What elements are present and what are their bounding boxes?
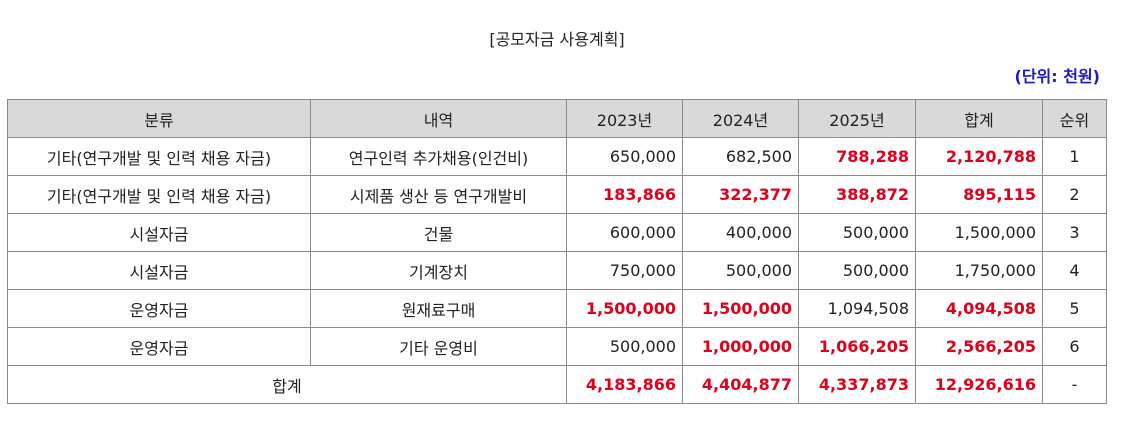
table-row: 기타(연구개발 및 인력 채용 자금) 연구인력 추가채용(인건비) 650,0… <box>7 137 1107 176</box>
total-cell: 895,115 <box>915 175 1043 214</box>
value-2023-cell: 183,866 <box>566 175 683 214</box>
total-2024-cell: 4,404,877 <box>682 365 799 404</box>
detail-cell: 기계장치 <box>310 251 567 290</box>
table-row: 운영자금 원재료구매 1,500,000 1,500,000 1,094,508… <box>7 289 1107 328</box>
rank-cell: 5 <box>1042 289 1107 328</box>
category-cell: 기타(연구개발 및 인력 채용 자금) <box>7 175 311 214</box>
detail-cell: 연구인력 추가채용(인건비) <box>310 137 567 176</box>
rank-cell: 6 <box>1042 327 1107 366</box>
category-cell: 시설자금 <box>7 213 311 252</box>
value-2023-cell: 600,000 <box>566 213 683 252</box>
value-2025-cell: 1,094,508 <box>798 289 916 328</box>
total-cell: 2,120,788 <box>915 137 1043 176</box>
value-2025-cell: 500,000 <box>798 251 916 290</box>
header-2025: 2025년 <box>798 99 916 138</box>
table-title: [공모자금 사용계획] <box>489 30 625 49</box>
rank-cell: 2 <box>1042 175 1107 214</box>
value-2023-cell: 750,000 <box>566 251 683 290</box>
detail-cell: 시제품 생산 등 연구개발비 <box>310 175 567 214</box>
table-row: 운영자금 기타 운영비 500,000 1,000,000 1,066,205 … <box>7 327 1107 366</box>
value-2025-cell: 788,288 <box>798 137 916 176</box>
detail-cell: 원재료구매 <box>310 289 567 328</box>
value-2024-cell: 682,500 <box>682 137 799 176</box>
total-cell: 1,500,000 <box>915 213 1043 252</box>
category-cell: 운영자금 <box>7 289 311 328</box>
value-2025-cell: 388,872 <box>798 175 916 214</box>
value-2024-cell: 1,500,000 <box>682 289 799 328</box>
value-2023-cell: 500,000 <box>566 327 683 366</box>
header-total: 합계 <box>915 99 1043 138</box>
totals-rank-cell: - <box>1042 365 1107 404</box>
header-rank: 순위 <box>1042 99 1107 138</box>
value-2024-cell: 400,000 <box>682 213 799 252</box>
value-2024-cell: 1,000,000 <box>682 327 799 366</box>
total-cell: 1,750,000 <box>915 251 1043 290</box>
table-row: 시설자금 건물 600,000 400,000 500,000 1,500,00… <box>7 213 1107 252</box>
header-2024: 2024년 <box>682 99 799 138</box>
value-2024-cell: 322,377 <box>682 175 799 214</box>
total-2023-cell: 4,183,866 <box>566 365 683 404</box>
total-2025-cell: 4,337,873 <box>798 365 916 404</box>
grand-total-cell: 12,926,616 <box>915 365 1043 404</box>
category-cell: 기타(연구개발 및 인력 채용 자금) <box>7 137 311 176</box>
unit-label: (단위: 천원) <box>1014 67 1100 86</box>
totals-row: 합계 4,183,866 4,404,877 4,337,873 12,926,… <box>7 365 1107 404</box>
rank-cell: 3 <box>1042 213 1107 252</box>
rank-cell: 1 <box>1042 137 1107 176</box>
total-cell: 4,094,508 <box>915 289 1043 328</box>
table-row: 시설자금 기계장치 750,000 500,000 500,000 1,750,… <box>7 251 1107 290</box>
header-category: 분류 <box>7 99 311 138</box>
table-row: 기타(연구개발 및 인력 채용 자금) 시제품 생산 등 연구개발비 183,8… <box>7 175 1107 214</box>
detail-cell: 기타 운영비 <box>310 327 567 366</box>
category-cell: 운영자금 <box>7 327 311 366</box>
total-cell: 2,566,205 <box>915 327 1043 366</box>
detail-cell: 건물 <box>310 213 567 252</box>
header-2023: 2023년 <box>566 99 683 138</box>
fund-usage-table: 분류 내역 2023년 2024년 2025년 합계 순위 기타(연구개발 및 … <box>7 99 1107 404</box>
header-detail: 내역 <box>310 99 567 138</box>
header-row: 분류 내역 2023년 2024년 2025년 합계 순위 <box>7 99 1107 138</box>
category-cell: 시설자금 <box>7 251 311 290</box>
value-2023-cell: 650,000 <box>566 137 683 176</box>
value-2025-cell: 500,000 <box>798 213 916 252</box>
totals-label: 합계 <box>7 365 567 404</box>
value-2025-cell: 1,066,205 <box>798 327 916 366</box>
value-2023-cell: 1,500,000 <box>566 289 683 328</box>
value-2024-cell: 500,000 <box>682 251 799 290</box>
rank-cell: 4 <box>1042 251 1107 290</box>
